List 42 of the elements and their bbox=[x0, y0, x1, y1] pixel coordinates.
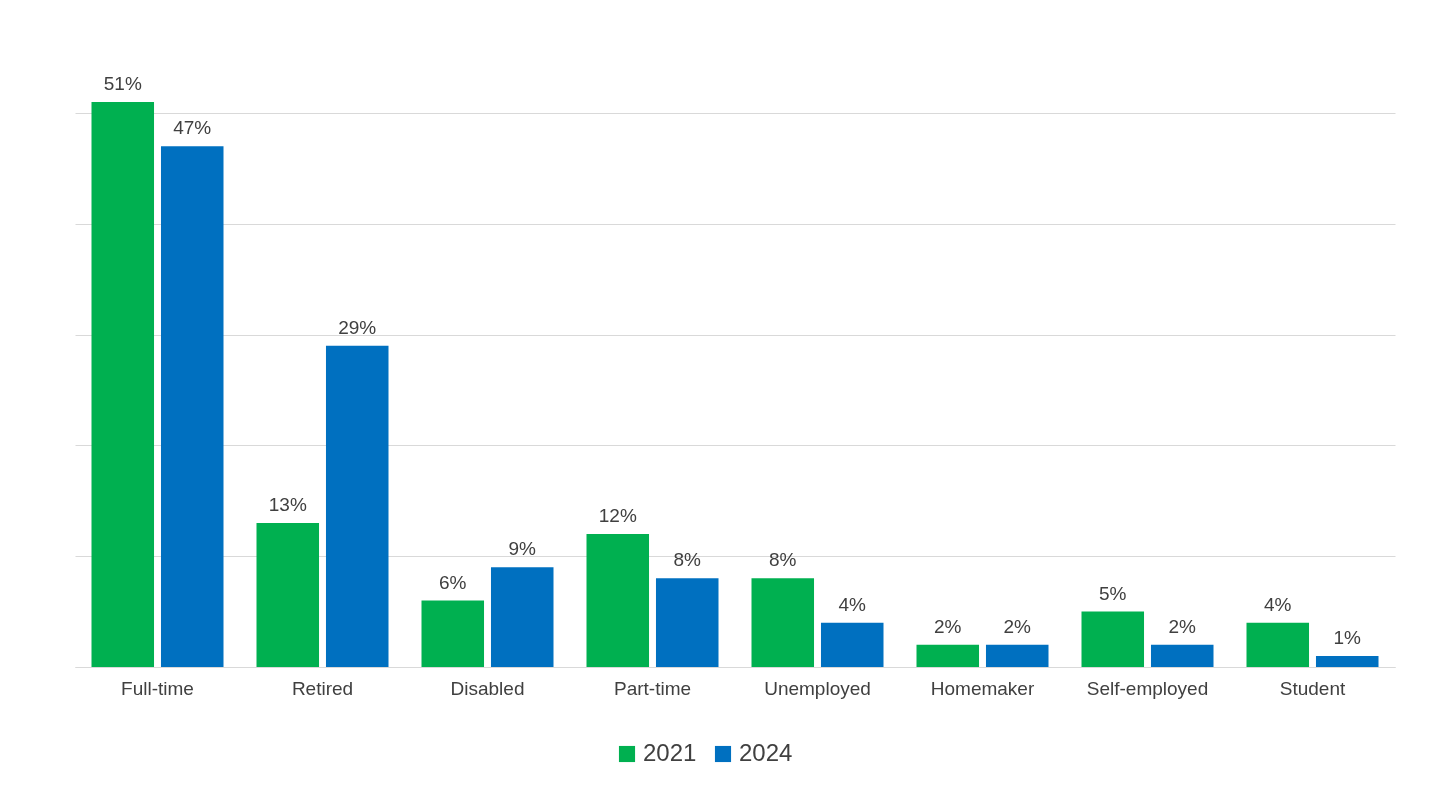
x-tick-label: Unemployed bbox=[764, 677, 871, 699]
x-tick-label: Homemaker bbox=[930, 677, 1035, 699]
bar bbox=[1315, 655, 1379, 667]
bar bbox=[751, 578, 815, 667]
bar bbox=[820, 622, 884, 667]
data-label: 4% bbox=[1264, 593, 1292, 615]
data-label: 9% bbox=[508, 538, 537, 560]
data-label: 5% bbox=[1099, 582, 1127, 604]
legend-label: 2024 bbox=[739, 739, 793, 766]
data-label: 4% bbox=[838, 593, 867, 615]
data-label: 13% bbox=[268, 493, 307, 515]
bar bbox=[655, 578, 719, 667]
legend-label: 2021 bbox=[643, 739, 697, 766]
data-label: 2% bbox=[1168, 615, 1197, 637]
data-label: 29% bbox=[338, 316, 377, 338]
data-label: 2% bbox=[934, 615, 962, 637]
bar bbox=[1246, 622, 1310, 667]
bar bbox=[1081, 611, 1145, 667]
data-label: 8% bbox=[673, 549, 702, 571]
bar bbox=[985, 644, 1049, 667]
data-label: 51% bbox=[103, 73, 142, 94]
x-tick-label: Student bbox=[1279, 677, 1346, 699]
data-label: 6% bbox=[439, 571, 467, 593]
bar bbox=[421, 600, 485, 667]
x-tick-label: Part-time bbox=[613, 677, 692, 699]
bar bbox=[160, 146, 224, 667]
data-label: 8% bbox=[769, 549, 797, 571]
bar bbox=[490, 567, 554, 667]
data-label: 47% bbox=[173, 117, 212, 139]
bar bbox=[1150, 644, 1214, 667]
x-tick-label: Retired bbox=[291, 677, 354, 699]
data-label: 2% bbox=[1003, 615, 1032, 637]
bar bbox=[325, 345, 389, 667]
bar bbox=[916, 644, 980, 667]
data-label: 1% bbox=[1333, 626, 1362, 648]
x-tick-label: Disabled bbox=[450, 677, 525, 699]
bar bbox=[586, 534, 650, 667]
x-tick-label: Full-time bbox=[121, 677, 194, 699]
data-label: 12% bbox=[598, 505, 637, 527]
bar bbox=[256, 522, 320, 667]
bar bbox=[91, 102, 155, 667]
x-tick-label: Self-employed bbox=[1086, 677, 1209, 699]
